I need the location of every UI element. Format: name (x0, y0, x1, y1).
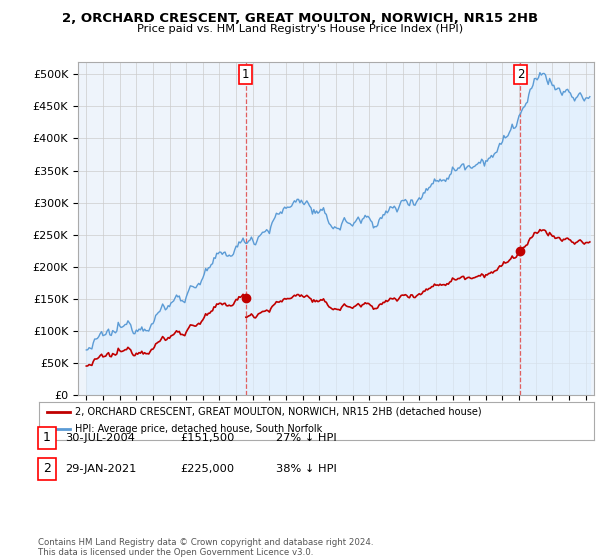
Text: 30-JUL-2004: 30-JUL-2004 (65, 433, 134, 443)
Text: 2, ORCHARD CRESCENT, GREAT MOULTON, NORWICH, NR15 2HB: 2, ORCHARD CRESCENT, GREAT MOULTON, NORW… (62, 12, 538, 25)
Text: 29-JAN-2021: 29-JAN-2021 (65, 464, 136, 474)
Text: 38% ↓ HPI: 38% ↓ HPI (276, 464, 337, 474)
Text: 1: 1 (43, 431, 51, 445)
Text: £225,000: £225,000 (180, 464, 234, 474)
Text: 1: 1 (242, 68, 250, 81)
Text: 2: 2 (43, 462, 51, 475)
Text: HPI: Average price, detached house, South Norfolk: HPI: Average price, detached house, Sout… (75, 424, 322, 435)
Text: Contains HM Land Registry data © Crown copyright and database right 2024.
This d: Contains HM Land Registry data © Crown c… (38, 538, 373, 557)
Text: 2, ORCHARD CRESCENT, GREAT MOULTON, NORWICH, NR15 2HB (detached house): 2, ORCHARD CRESCENT, GREAT MOULTON, NORW… (75, 407, 482, 417)
Text: 2: 2 (517, 68, 524, 81)
Text: £151,500: £151,500 (180, 433, 235, 443)
Text: 27% ↓ HPI: 27% ↓ HPI (276, 433, 337, 443)
Text: Price paid vs. HM Land Registry's House Price Index (HPI): Price paid vs. HM Land Registry's House … (137, 24, 463, 34)
